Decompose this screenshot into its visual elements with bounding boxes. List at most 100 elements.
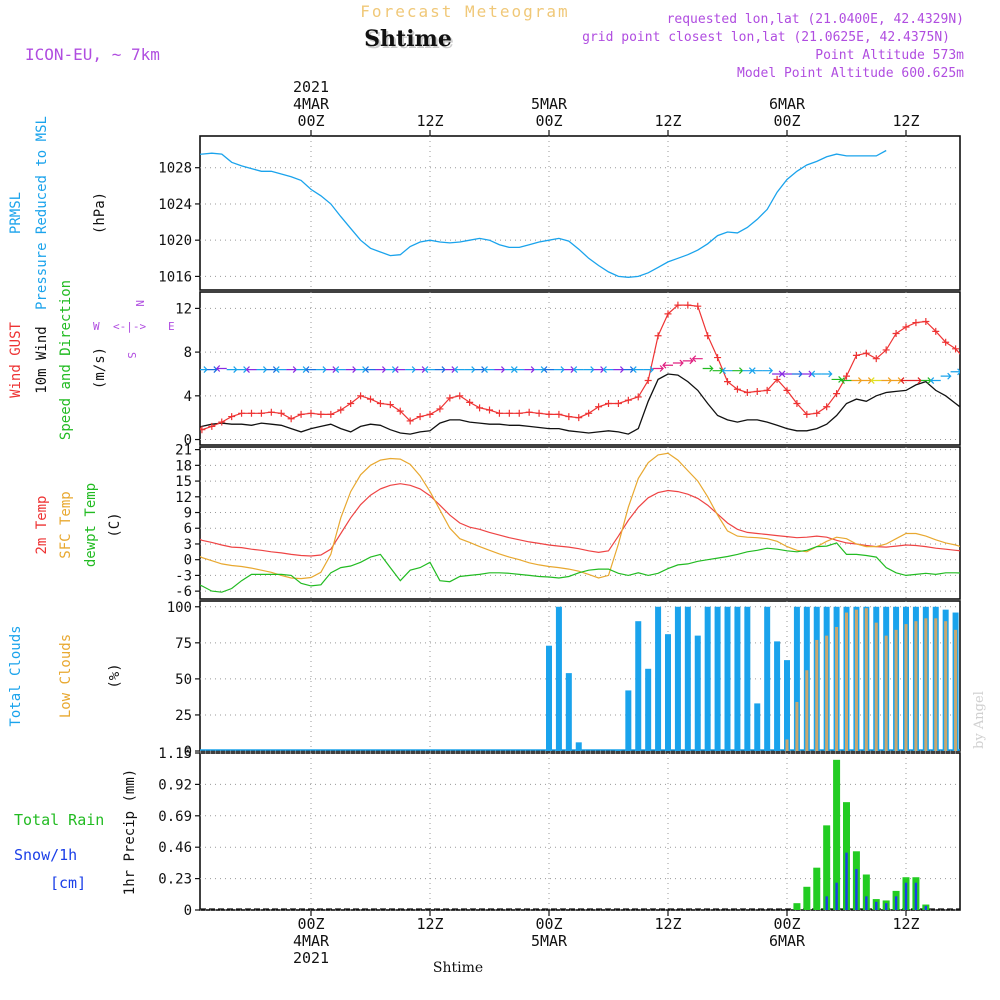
- snow-label: Snow/1h: [14, 846, 77, 864]
- model-label: ICON-EU, ~ 7km: [25, 45, 160, 64]
- total-cloud-bar: [555, 606, 562, 751]
- wind-panel: 0 4 8 12 Wind GUST 10m Wind Speed and Directio…: [8, 280, 961, 449]
- gust-point: [218, 418, 226, 426]
- wind-direction-arrow: [334, 366, 346, 374]
- total-cloud-bar: [684, 606, 691, 751]
- gust-point: [505, 409, 513, 417]
- wind-direction-arrow: [534, 366, 545, 374]
- wind-direction-arrow: [682, 357, 694, 365]
- wind-direction-arrow: [325, 366, 337, 374]
- rain-bar: [823, 825, 831, 910]
- gust-point: [208, 422, 216, 430]
- bottom-axis-label: 00Z: [297, 915, 324, 933]
- gust-point: [486, 406, 493, 414]
- compass-south: S: [125, 352, 138, 359]
- clouds-plot-area: [200, 606, 967, 752]
- precip-ytick-label: 0.69: [158, 809, 192, 825]
- wind-direction-arrow: [632, 366, 644, 374]
- wind-direction-arrow: [593, 366, 605, 374]
- wind-direction-arrow: [602, 366, 614, 374]
- total-cloud-bar: [724, 606, 731, 751]
- wind-direction-arrow: [572, 366, 584, 374]
- wind-ytick-label: 8: [184, 345, 192, 361]
- wind-direction-arrow: [385, 366, 397, 374]
- wind-direction-arrow: [494, 366, 506, 374]
- total-cloud-bar: [774, 641, 781, 751]
- gust-point: [456, 392, 464, 400]
- wind-direction-arrow: [613, 366, 625, 374]
- gust-point: [773, 375, 781, 383]
- gust-point: [575, 414, 583, 422]
- gust-point: [852, 351, 860, 359]
- wind-direction-arrow: [891, 377, 902, 384]
- gust-point: [545, 410, 553, 418]
- location-title: Shtime: [364, 26, 452, 52]
- top-axis-label: 00Z: [535, 112, 562, 130]
- wind-ytick-label: 0: [184, 433, 192, 449]
- top-axis-label: 12Z: [654, 112, 681, 130]
- temperature-ytick-label: 15: [175, 474, 192, 490]
- gust-point: [862, 349, 870, 357]
- pressure-ytick-label: 1020: [158, 233, 192, 249]
- gust-point: [714, 354, 722, 362]
- wind-direction-arrow: [662, 361, 673, 369]
- total-cloud-bar: [764, 606, 771, 751]
- wind-direction-arrow: [851, 377, 863, 384]
- clouds-panel: 0 25 50 75 100 Total Clouds Low Clouds (%): [8, 600, 967, 760]
- top-axis-label: 12Z: [416, 112, 443, 130]
- low-cloud-bar: [864, 608, 868, 751]
- wind-direction-arrow: [275, 366, 287, 374]
- wind-direction-arrow: [256, 366, 268, 374]
- bottom-axis-label: 5MAR: [531, 932, 568, 950]
- wind-direction-arrow: [543, 366, 554, 374]
- wind-direction-arrow: [415, 366, 426, 374]
- wind-direction-arrow: [345, 366, 357, 374]
- gust-point: [892, 330, 900, 338]
- gust-point: [952, 345, 960, 353]
- temperature-ytick-label: 18: [175, 458, 192, 474]
- rain-bar: [862, 874, 870, 910]
- wind-direction-arrow: [712, 367, 724, 375]
- wind-direction-arrow: [513, 366, 525, 374]
- gust-point: [406, 417, 414, 425]
- cloud-label-2: Low Clouds: [58, 634, 74, 718]
- temperature-frame: [199, 446, 961, 600]
- total-cloud-bar: [546, 645, 552, 751]
- temperature-ytick-label: 12: [175, 490, 192, 506]
- total-cloud-bar: [565, 673, 572, 751]
- snow-bar: [914, 882, 918, 910]
- total-cloud-bar: [674, 606, 681, 751]
- wind-direction-arrow: [200, 366, 208, 374]
- gust-point: [466, 398, 474, 406]
- bottom-axis-label: 00Z: [535, 915, 562, 933]
- wind-direction-arrow: [553, 366, 565, 374]
- top-axis-label: 6MAR: [769, 95, 806, 113]
- gust-point: [942, 338, 950, 346]
- top-axis-label: 12Z: [892, 112, 919, 130]
- snow-bar: [904, 882, 908, 910]
- gust-point: [585, 409, 593, 417]
- low-cloud-bar: [924, 618, 928, 751]
- wind-direction-arrow: [940, 372, 952, 380]
- wind-direction-arrow: [672, 359, 684, 367]
- wind-direction-arrow: [762, 367, 774, 375]
- total-cloud-bar: [734, 606, 741, 751]
- bottom-axis-label: 12Z: [416, 915, 443, 933]
- wind-direction-arrow: [742, 367, 754, 375]
- temperature-plot-area: [200, 452, 960, 593]
- low-cloud-bar: [964, 639, 967, 752]
- gust-point: [228, 413, 236, 421]
- wind-label-2: 10m Wind: [34, 326, 50, 393]
- total-cloud-bar: [645, 668, 652, 751]
- gust-point: [515, 409, 523, 417]
- rain-label: Total Rain: [14, 811, 104, 829]
- wind-direction-arrow: [810, 370, 822, 378]
- low-cloud-bar: [884, 635, 888, 751]
- wind-direction-arrow: [583, 366, 595, 374]
- rain-bar: [813, 867, 821, 910]
- wind-direction-arrow: [840, 377, 852, 384]
- snow-bar: [884, 903, 888, 910]
- total-cloud-bar: [754, 703, 761, 751]
